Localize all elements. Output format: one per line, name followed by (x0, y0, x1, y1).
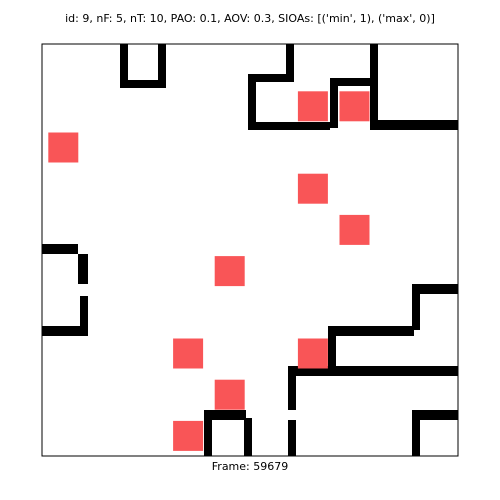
target-square (214, 256, 245, 287)
target-square (173, 338, 204, 369)
wall (78, 254, 88, 284)
wall (286, 44, 294, 80)
wall (80, 296, 88, 326)
board-border (41, 43, 459, 457)
wall (288, 366, 296, 410)
wall (414, 410, 458, 420)
wall (204, 410, 212, 456)
wall (290, 366, 458, 376)
target-square (297, 173, 328, 204)
wall (330, 78, 372, 86)
frame-counter: Frame: 59679 (211, 460, 289, 473)
target-square (297, 338, 328, 369)
wall (414, 284, 458, 294)
wall (248, 74, 256, 128)
wall (330, 78, 338, 128)
target-square (48, 132, 79, 163)
wall (120, 44, 128, 88)
wall (370, 44, 378, 126)
wall (370, 120, 458, 130)
target-square (339, 91, 370, 122)
target-square (173, 420, 204, 451)
episode-info-header: id: 9, nF: 5, nT: 10, PAO: 0.1, AOV: 0.3… (65, 12, 435, 25)
wall (204, 410, 246, 420)
wall (288, 420, 296, 456)
wall (248, 74, 294, 82)
wall (412, 410, 420, 456)
wall (158, 44, 166, 82)
wall (328, 326, 336, 366)
targets (48, 91, 370, 451)
wall (244, 418, 252, 456)
walls (42, 44, 458, 456)
target-square (297, 91, 328, 122)
wall (248, 122, 330, 130)
wall (42, 326, 88, 336)
wall (330, 326, 414, 336)
target-square (214, 379, 245, 410)
wall (42, 244, 78, 254)
wall (120, 80, 166, 88)
target-square (339, 214, 370, 245)
wall (412, 284, 420, 330)
